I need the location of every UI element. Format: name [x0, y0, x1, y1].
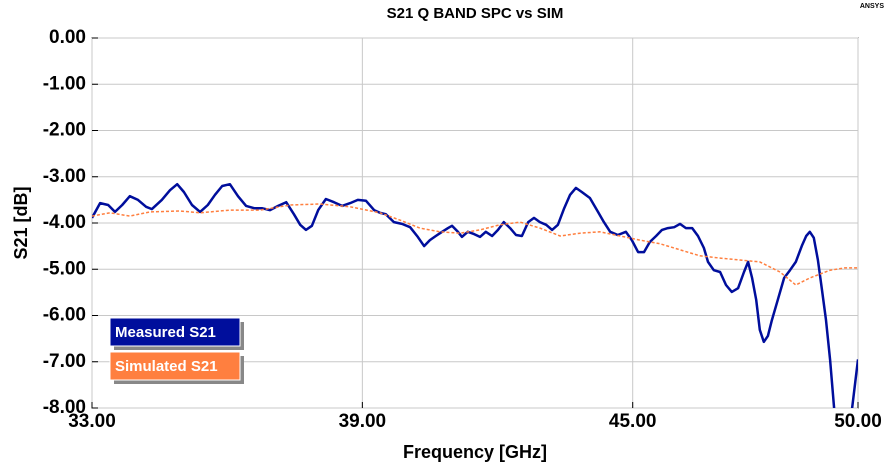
- y-tick-label: -1.00: [43, 73, 86, 94]
- x-tick-label: 45.00: [609, 411, 657, 432]
- y-tick-label: -6.00: [43, 305, 86, 326]
- legend: Measured S21 Simulated S21: [109, 317, 244, 384]
- y-tick-label: -8.00: [43, 397, 86, 418]
- x-tick-label: 50.00: [834, 411, 882, 432]
- ticks: 0.00 -1.00 -2.00 -3.00 -4.00 -5.00 -6.00 -7.00 -…: [43, 27, 882, 432]
- legend-label: Simulated S21: [115, 358, 218, 375]
- y-axis-label: S21 [dB]: [11, 186, 31, 259]
- brand: ANSYS: [860, 3, 884, 10]
- lines: [92, 182, 858, 408]
- y-tick-label: -2.00: [43, 120, 86, 141]
- y-tick-label: -4.00: [43, 212, 86, 233]
- legend-label: Measured S21: [115, 324, 216, 341]
- y-tick-label: 0.00: [49, 27, 86, 48]
- x-tick-label: 33.00: [68, 411, 116, 432]
- legend-swatch: [109, 351, 241, 381]
- x-axis-label: Frequency [GHz]: [403, 442, 547, 462]
- chart-title: S21 Q BAND SPC vs SIM: [387, 5, 564, 22]
- series-line: [92, 182, 858, 408]
- legend-swatch: [109, 317, 241, 347]
- y-tick-label: -5.00: [43, 258, 86, 279]
- y-tick-label: -3.00: [43, 166, 86, 187]
- x-tick-label: 39.00: [339, 411, 387, 432]
- series-line: [92, 203, 858, 286]
- y-tick-label: -7.00: [43, 351, 86, 372]
